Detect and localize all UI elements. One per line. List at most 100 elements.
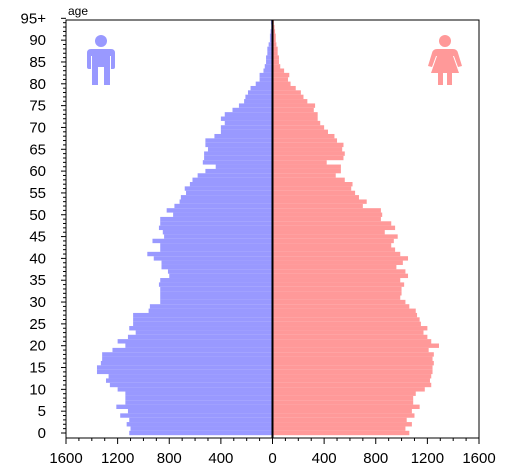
female-bar xyxy=(272,64,281,69)
female-bar xyxy=(272,256,409,261)
male-bar xyxy=(96,365,273,370)
male-bar xyxy=(125,395,273,401)
female-bar xyxy=(272,164,341,169)
female-bar xyxy=(272,107,314,113)
male-bar xyxy=(224,112,273,117)
female-bar xyxy=(272,151,345,156)
male-bar xyxy=(112,347,273,353)
male-bar xyxy=(160,216,273,222)
male-bar xyxy=(204,151,273,156)
female-bar xyxy=(272,356,433,361)
female-bar xyxy=(272,90,301,95)
male-bar xyxy=(158,225,273,231)
female-bar xyxy=(272,125,325,130)
male-bar xyxy=(269,37,273,43)
female-bar xyxy=(272,238,394,244)
y-tick-label: 50 xyxy=(29,207,46,224)
male-bar xyxy=(255,81,273,86)
male-bar xyxy=(162,230,273,235)
female-bar xyxy=(272,273,409,279)
male-bar xyxy=(161,264,273,270)
female-bar xyxy=(272,395,414,401)
y-tick-label: 60 xyxy=(29,163,46,180)
male-bar xyxy=(174,203,273,209)
female-bar xyxy=(272,378,430,383)
male-bar xyxy=(259,77,273,82)
male-bar xyxy=(186,190,273,196)
female-bar xyxy=(272,317,420,322)
female-bar xyxy=(272,321,421,327)
female-bar xyxy=(272,72,290,78)
y-tick-label: 30 xyxy=(29,294,46,311)
female-bar xyxy=(272,417,407,423)
y-tick-label: 40 xyxy=(29,250,46,267)
male-bar xyxy=(269,33,273,38)
x-tick-label: 0 xyxy=(268,450,276,467)
male-bar xyxy=(153,256,273,261)
y-tick-label: 85 xyxy=(29,54,46,71)
male-bars xyxy=(96,20,273,436)
y-axis-title: age xyxy=(68,4,88,18)
female-bar xyxy=(272,299,406,305)
female-bar xyxy=(272,391,416,396)
x-tick-label: 1600 xyxy=(462,450,495,467)
y-tick-label: 0 xyxy=(38,425,46,442)
female-bar xyxy=(272,360,434,366)
female-bar xyxy=(272,282,405,287)
male-bar xyxy=(215,164,273,169)
male-bar xyxy=(152,238,273,244)
female-bar xyxy=(272,177,345,183)
male-bar xyxy=(192,177,273,183)
female-bar xyxy=(272,212,383,217)
female-bar xyxy=(272,29,276,34)
female-bar xyxy=(272,173,336,178)
female-bar xyxy=(272,81,291,86)
female-bar xyxy=(272,278,401,283)
male-bar xyxy=(189,182,273,187)
female-bar xyxy=(272,230,385,235)
x-axis-ticks: 1600 1200 800 400 0 400 800 1200 1600 xyxy=(49,438,496,467)
female-bar xyxy=(272,208,381,213)
female-bar xyxy=(272,33,276,38)
x-tick-label: 1600 xyxy=(49,450,82,467)
male-bar xyxy=(160,247,273,252)
male-bar xyxy=(268,42,273,47)
x-tick-label: 400 xyxy=(208,450,233,467)
male-bar xyxy=(184,186,273,191)
male-bar xyxy=(147,251,273,257)
male-bar xyxy=(267,46,273,52)
y-tick-label: 15 xyxy=(29,360,46,377)
male-bar xyxy=(130,426,273,431)
male-bar xyxy=(116,404,273,410)
male-bar xyxy=(100,360,273,366)
female-bar xyxy=(272,51,278,56)
male-bar xyxy=(129,417,273,423)
female-bar xyxy=(272,422,412,427)
male-bar xyxy=(133,317,273,322)
female-bar xyxy=(272,330,424,335)
female-bar xyxy=(272,120,321,126)
female-bar xyxy=(272,182,353,187)
male-bar xyxy=(220,116,273,121)
male-bar xyxy=(125,343,273,348)
female-figure-icon xyxy=(428,35,462,85)
female-bar xyxy=(272,387,425,392)
female-bar xyxy=(272,129,328,135)
female-bar xyxy=(272,142,344,148)
male-bar xyxy=(197,173,273,178)
male-bar xyxy=(160,278,273,283)
male-bar xyxy=(205,168,273,174)
female-bar xyxy=(272,155,344,161)
male-bar xyxy=(135,330,273,335)
y-tick-label: 5 xyxy=(38,403,46,420)
male-bar xyxy=(106,378,273,383)
y-tick-label: 45 xyxy=(29,229,46,246)
female-bar xyxy=(272,269,406,274)
male-bar xyxy=(158,282,273,287)
female-bar xyxy=(272,112,318,117)
female-bar xyxy=(272,326,428,331)
male-bar xyxy=(232,107,273,113)
female-bar xyxy=(272,147,343,152)
female-bar xyxy=(272,94,304,100)
female-bar xyxy=(272,369,433,375)
